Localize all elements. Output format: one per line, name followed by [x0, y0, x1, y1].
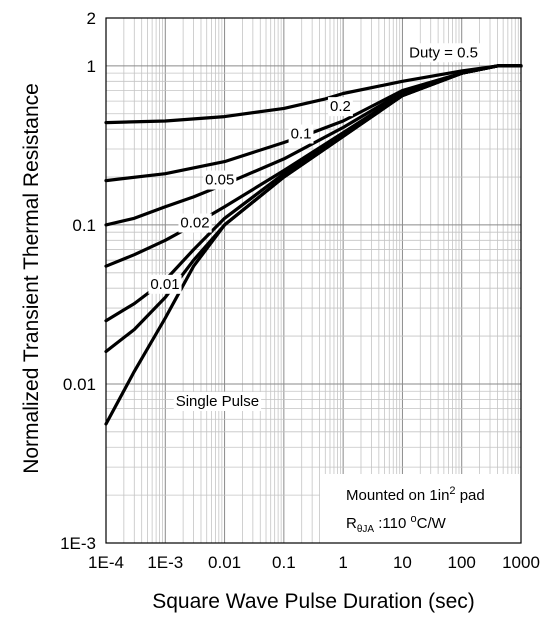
y-axis-title: Normalized Transient Thermal Resistance	[20, 83, 43, 474]
series-label-box-6	[173, 391, 262, 411]
series-label-box-4	[178, 213, 212, 233]
x-tick-label: 1E-3	[147, 553, 183, 572]
series-labels: Duty = 0.5 0.2 0.1 0.05 0.02 0.01 Single Pulse	[148, 43, 480, 411]
series-label-3: 0.05	[205, 172, 234, 189]
mounting-note-line-1: Mounted on 1in2 pad	[346, 485, 485, 504]
x-tick-label: 10	[393, 553, 412, 572]
y-tick-label: 0.01	[63, 375, 96, 394]
x-tick-label: 0.01	[208, 553, 241, 572]
series-label-4: 0.02	[180, 215, 209, 232]
series-label-6: Single Pulse	[176, 393, 259, 410]
mounting-note-line-2: RθJA :110 oC/W	[346, 513, 447, 535]
y-tick-label: 1E-3	[60, 534, 96, 553]
mounting-note: Mounted on 1in2 pad RθJA :110 oC/W	[320, 474, 521, 543]
series-label-2: 0.1	[291, 126, 312, 143]
x-tick-label: 1	[338, 553, 347, 572]
x-tick-label: 0.1	[272, 553, 296, 572]
series-label-box-1	[327, 97, 353, 117]
x-tick-label: 1E-4	[88, 553, 124, 572]
y-tick-labels: 2 1 0.1 0.01 1E-3	[60, 9, 96, 553]
plot-frame	[105, 17, 522, 544]
series-label-box-5	[148, 274, 182, 294]
series-label-box-2	[288, 124, 314, 144]
series-line-6	[104, 64, 523, 426]
series-label-box-3	[203, 170, 237, 190]
mounting-note-box	[320, 474, 521, 543]
x-tick-label: 100	[448, 553, 476, 572]
x-axis-title: Square Wave Pulse Duration (sec)	[152, 590, 475, 613]
x-tick-label: 1000	[502, 553, 540, 572]
series-label-0: Duty = 0.5	[409, 44, 478, 61]
series-label-5: 0.01	[150, 276, 179, 293]
y-tick-label: 1	[87, 57, 96, 76]
x-tick-labels: 1E-4 1E-3 0.01 0.1 1 10 100 1000	[88, 553, 540, 572]
series-label-box-0	[407, 43, 480, 63]
y-tick-label: 2	[87, 9, 96, 28]
series-label-1: 0.2	[330, 98, 351, 115]
y-tick-label: 0.1	[72, 216, 96, 235]
